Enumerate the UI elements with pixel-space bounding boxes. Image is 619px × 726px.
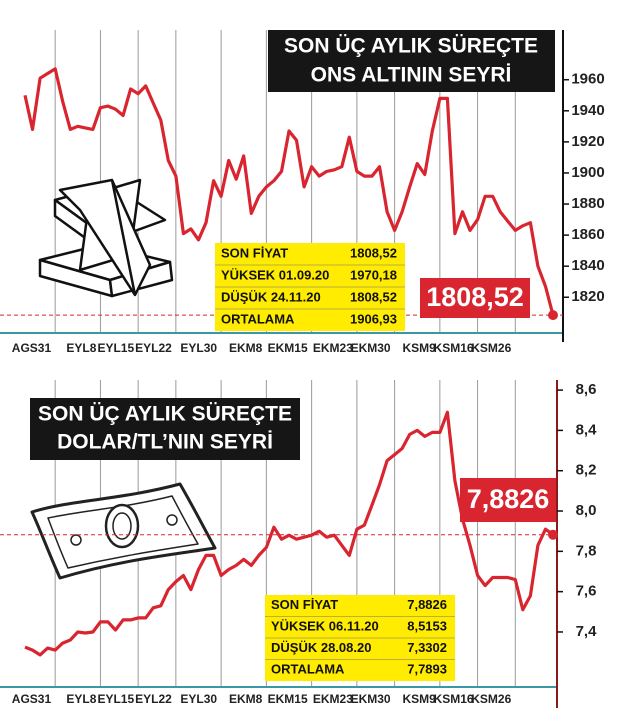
y-tick-label: 1960 — [571, 71, 604, 88]
x-tick-label: EKM8 — [229, 692, 263, 706]
value-callout: 1808,52 — [426, 282, 524, 312]
chart-title: ONS ALTININ SEYRİ — [311, 64, 512, 87]
x-tick-label: AGS31 — [12, 341, 52, 355]
x-tick-label: KSM26 — [471, 692, 511, 706]
price-line — [23, 67, 555, 316]
x-tick-label: EKM15 — [268, 692, 308, 706]
y-tick-label: 8,4 — [576, 421, 598, 438]
x-tick-label: EYL15 — [97, 692, 134, 706]
stats-label: DÜŞÜK 28.08.20 — [271, 640, 371, 655]
x-tick-label: EYL22 — [135, 692, 172, 706]
banknote-illustration — [30, 482, 217, 580]
x-tick-label: EKM30 — [351, 341, 391, 355]
stats-value: 7,7893 — [407, 662, 447, 677]
chart-title: SON ÜÇ AYLIK SÜREÇTE — [284, 35, 538, 58]
x-tick-label: EYL8 — [66, 692, 96, 706]
stats-value: 7,8826 — [407, 597, 447, 612]
x-tick-label: EKM15 — [268, 341, 308, 355]
mark-layer: SON ÜÇ AYLIK SÜREÇTE ONS ALTININ SEYRİ SON… — [0, 30, 563, 681]
y-tick-label: 8,0 — [576, 502, 597, 519]
x-tick-label: KSM9 — [403, 341, 437, 355]
value-callout: 7,8826 — [467, 484, 550, 514]
x-tick-label: EYL30 — [180, 692, 217, 706]
stats-label: ORTALAMA — [271, 662, 345, 677]
x-tick-label: EYL22 — [135, 341, 172, 355]
y-tick-label: 8,6 — [576, 381, 597, 398]
stats-value: 7,3302 — [407, 640, 447, 655]
x-tick-label: EYL30 — [180, 341, 217, 355]
y-tick-label: 1820 — [571, 288, 604, 305]
x-tick-label: EKM30 — [351, 692, 391, 706]
x-tick-label: EYL8 — [66, 341, 96, 355]
chart-title: SON ÜÇ AYLIK SÜREÇTE — [38, 403, 292, 426]
x-tick-label: KSM16 — [434, 341, 474, 355]
stats-label: SON FİYAT — [271, 597, 338, 612]
stats-value: 1808,52 — [350, 289, 397, 304]
y-tick-label: 1880 — [571, 195, 604, 212]
x-tick-label: EKM8 — [229, 341, 263, 355]
stats-label: YÜKSEK 01.09.20 — [221, 267, 329, 282]
stats-value: 1808,52 — [350, 245, 397, 260]
title-box — [30, 398, 300, 460]
y-tick-label: 8,2 — [576, 462, 597, 479]
y-tick-label: 7,4 — [576, 623, 598, 640]
y-tick-label: 1920 — [571, 133, 604, 150]
gold-bars-illustration — [38, 178, 174, 298]
stats-value: 8,5153 — [407, 619, 447, 634]
y-tick-label: 1940 — [571, 102, 604, 119]
last-point — [548, 529, 558, 540]
y-tick-label: 7,6 — [576, 583, 597, 600]
x-tick-label: EKM23 — [313, 692, 353, 706]
stats-label: ORTALAMA — [221, 311, 295, 326]
stats-value: 1970,18 — [350, 267, 397, 282]
stats-label: YÜKSEK 06.11.20 — [271, 619, 379, 634]
value-callout-box — [420, 278, 530, 318]
x-tick-label: KSM26 — [471, 341, 511, 355]
x-tick-label: EYL15 — [97, 341, 134, 355]
x-tick-label: EKM23 — [313, 341, 353, 355]
value-callout-box — [460, 478, 556, 522]
y-tick-label: 1860 — [571, 226, 604, 243]
stats-label: DÜŞÜK 24.11.20 — [221, 289, 321, 304]
price-line — [24, 410, 554, 657]
stats-label: SON FİYAT — [221, 245, 288, 260]
x-tick-label: KSM16 — [434, 692, 474, 706]
x-tick-label: KSM9 — [403, 692, 437, 706]
title-box — [268, 30, 555, 92]
y-tick-label: 1900 — [571, 164, 604, 181]
y-tick-label: 1840 — [571, 257, 604, 274]
x-tick-label: AGS31 — [12, 692, 52, 706]
chart-title: DOLAR/TL’NIN SEYRİ — [57, 431, 273, 454]
last-point — [548, 310, 558, 321]
stats-value: 1906,93 — [350, 311, 397, 326]
y-tick-label: 7,8 — [576, 542, 597, 559]
